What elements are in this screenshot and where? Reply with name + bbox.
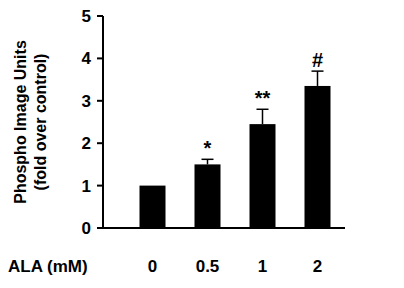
x-axis-label: ALA (mM) — [8, 257, 88, 276]
y-tick — [97, 100, 103, 102]
y-axis — [102, 16, 104, 228]
error-bar — [317, 71, 319, 86]
annotation: * — [204, 137, 212, 159]
y-axis-label: (fold over control) — [32, 54, 49, 191]
y-tick-label: 2 — [82, 134, 91, 153]
error-bar — [262, 109, 264, 124]
chart-container: 0 1 2 3 4 5 0 0.5 1 2 ALA (mM) Phospho Image Units(… — [0, 0, 404, 288]
bars — [140, 71, 331, 228]
y-tick — [97, 15, 103, 17]
y-tick-label: 1 — [82, 177, 91, 196]
x-tick-label: 1 — [258, 257, 267, 276]
bar — [305, 86, 331, 228]
y-tick-label: 3 — [82, 92, 91, 111]
bar — [250, 124, 276, 228]
x-tick-label: 2 — [313, 257, 322, 276]
y-tick-label: 0 — [82, 219, 91, 238]
y-axis-label: Phospho Image Units — [12, 40, 29, 204]
x-axis — [103, 227, 345, 229]
y-tick-label: 5 — [82, 7, 91, 26]
annotation: # — [312, 49, 323, 71]
y-tick — [97, 57, 103, 59]
annotation: ** — [255, 87, 271, 109]
y-tick — [97, 142, 103, 144]
error-bar — [207, 159, 209, 164]
x-tick-label: 0.5 — [196, 257, 220, 276]
y-tick-label: 4 — [82, 49, 92, 68]
x-tick-label: 0 — [148, 257, 157, 276]
bar — [195, 164, 221, 228]
y-tick — [97, 185, 103, 187]
bar — [140, 186, 166, 228]
chart-svg: 0 1 2 3 4 5 0 0.5 1 2 ALA (mM) Phospho Image Units(… — [0, 0, 404, 288]
y-tick — [97, 227, 103, 229]
